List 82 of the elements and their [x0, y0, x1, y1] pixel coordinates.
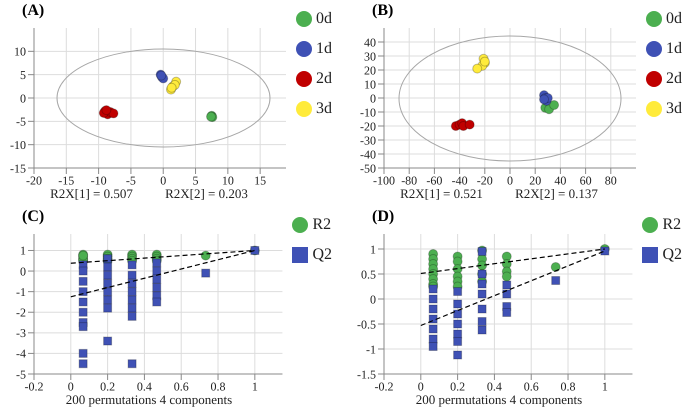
legend-label: 1d	[316, 40, 332, 57]
x-tick-label: -60	[426, 174, 442, 188]
chart-title: (B)	[372, 2, 394, 20]
legend-label: 3d	[666, 100, 682, 117]
y-tick-label: 1	[370, 242, 376, 256]
x-tick-label: 0.2	[450, 380, 466, 394]
y-tick-label: -5	[16, 114, 26, 129]
legend-label: 2d	[666, 70, 682, 87]
y-tick-label: -1	[16, 284, 26, 299]
legend-label: 0d	[666, 10, 682, 27]
y-tick-label: 0	[20, 91, 26, 106]
y-tick-label: -0.5	[357, 317, 376, 332]
y-tick-label: 0	[370, 91, 376, 106]
x-tick-label: -0.2	[374, 380, 394, 394]
x-tick-label: 0.8	[210, 380, 226, 394]
x-tick-label: -20	[476, 174, 493, 188]
x-tick-label: 0.6	[174, 380, 189, 394]
x-tick-label: -10	[90, 174, 107, 188]
x-tick-label: 20	[529, 174, 542, 188]
x-tick-label: 0	[507, 174, 513, 188]
x-tick-label: -5	[126, 174, 136, 188]
x-tick-label: 0	[418, 380, 424, 394]
y-tick-label: -1.5	[357, 367, 376, 382]
y-tick-label: -40	[360, 147, 376, 162]
text: R2X[1] = 0.521	[400, 186, 483, 202]
x-tick-label: 80	[604, 174, 617, 188]
x-tick-label: -15	[58, 174, 74, 188]
y-tick-label: -2	[16, 305, 26, 320]
x-tick-label: 1	[602, 380, 608, 394]
y-tick-label: 0.5	[361, 267, 376, 282]
x-tick-label: 0	[160, 174, 166, 188]
text: R2X[2] = 0.203	[165, 186, 248, 202]
x-tick-label: 0.4	[136, 380, 152, 394]
y-tick-label: -5	[16, 367, 26, 382]
x-tick-label: -40	[452, 174, 468, 188]
x-tick-label: 0	[68, 380, 74, 394]
y-tick-label: -4	[16, 346, 26, 361]
y-tick-label: -10	[10, 138, 26, 152]
x-tick-label: 15	[254, 174, 266, 188]
x-axis-title: 200 permutations 4 components	[416, 392, 582, 408]
y-tick-label: -50	[360, 161, 376, 176]
y-tick-label: -10	[360, 105, 376, 120]
x-tick-label: 0.6	[524, 380, 539, 394]
y-tick-label: 5	[20, 68, 26, 82]
legend-label: R2	[312, 216, 332, 233]
y-tick-label: -15	[10, 161, 26, 176]
text: R2X[1] = 0.507	[50, 186, 133, 202]
y-tick-label: 0	[370, 292, 376, 306]
y-tick-label: 40	[364, 35, 376, 50]
legend-label: 0d	[316, 10, 332, 27]
x-tick-label: -100	[373, 174, 395, 188]
x-tick-label: 0.4	[486, 380, 502, 394]
x-tick-label: 5	[192, 174, 199, 188]
y-tick-label: 20	[364, 63, 376, 78]
text: R2X[2] = 0.137	[515, 186, 598, 202]
x-tick-label: 0.8	[560, 380, 576, 394]
legend-label: Q2	[312, 246, 332, 263]
y-tick-label: 10	[14, 44, 26, 59]
x-tick-label: 1	[252, 380, 258, 394]
chart-title: (A)	[22, 2, 44, 20]
x-tick-label: -0.2	[24, 380, 44, 394]
y-tick-label: -20	[360, 119, 376, 134]
chart-title: (C)	[22, 208, 44, 226]
x-axis-title: 200 permutations 4 components	[66, 392, 232, 408]
y-tick-label: -30	[360, 133, 376, 148]
x-tick-label: 10	[222, 174, 234, 188]
x-tick-label: 60	[580, 174, 592, 188]
legend-label: 3d	[316, 100, 332, 117]
x-tick-label: 0.2	[100, 380, 116, 394]
y-tick-label: 10	[364, 77, 376, 92]
y-tick-label: 0	[20, 264, 26, 278]
legend-label: Q2	[662, 246, 682, 263]
y-tick-label: -1	[366, 342, 376, 356]
x-tick-label: -80	[401, 174, 418, 188]
legend-label: R2	[662, 216, 682, 233]
y-tick-label: 30	[364, 49, 376, 64]
x-tick-label: 40	[554, 174, 566, 188]
y-tick-label: -3	[16, 326, 26, 340]
y-tick-label: 1	[20, 244, 26, 258]
legend-label: 2d	[316, 70, 332, 87]
chart-title: (D)	[372, 208, 394, 226]
legend-label: 1d	[666, 40, 682, 57]
